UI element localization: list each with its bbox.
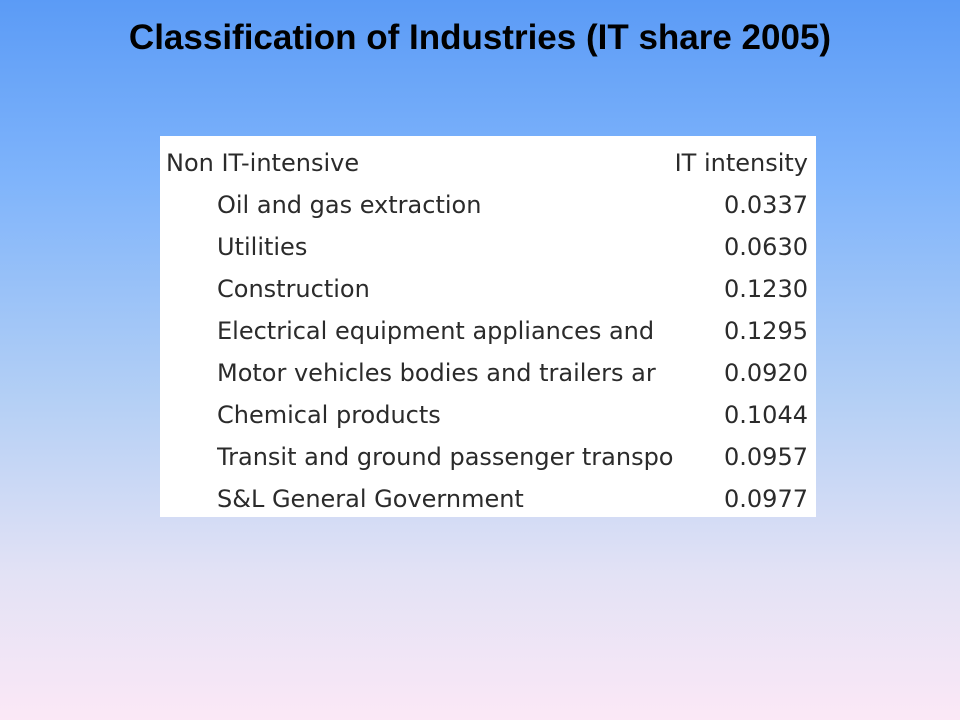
it-intensity-value: 0.0977 bbox=[724, 485, 808, 513]
table-row: Chemical products 0.1044 bbox=[160, 394, 816, 436]
it-intensity-value: 0.0337 bbox=[724, 191, 808, 219]
value-column-header: IT intensity bbox=[674, 149, 808, 177]
it-intensity-value: 0.1044 bbox=[724, 401, 808, 429]
it-intensity-table: Non IT-intensive IT intensity Oil and ga… bbox=[160, 136, 816, 517]
table-row: Motor vehicles bodies and trailers ar 0.… bbox=[160, 352, 816, 394]
industry-name: Chemical products bbox=[217, 401, 441, 429]
industry-name: Utilities bbox=[217, 233, 308, 261]
slide-title: Classification of Industries (IT share 2… bbox=[128, 18, 832, 57]
it-intensity-value: 0.1230 bbox=[724, 275, 808, 303]
it-intensity-value: 0.1295 bbox=[724, 317, 808, 345]
table-header-row: Non IT-intensive IT intensity bbox=[160, 142, 816, 184]
table-row: Construction 0.1230 bbox=[160, 268, 816, 310]
it-intensity-value: 0.0920 bbox=[724, 359, 808, 387]
industry-name: S&L General Government bbox=[217, 485, 524, 513]
industry-name: Construction bbox=[217, 275, 370, 303]
table-row: Electrical equipment appliances and 0.12… bbox=[160, 310, 816, 352]
table-row: Utilities 0.0630 bbox=[160, 226, 816, 268]
industry-name: Motor vehicles bodies and trailers ar bbox=[217, 359, 656, 387]
table-row: S&L General Government 0.0977 bbox=[160, 478, 816, 520]
it-intensity-value: 0.0957 bbox=[724, 443, 808, 471]
industry-name: Electrical equipment appliances and bbox=[217, 317, 655, 345]
group-label: Non IT-intensive bbox=[166, 149, 360, 177]
table-row: Oil and gas extraction 0.0337 bbox=[160, 184, 816, 226]
it-intensity-value: 0.0630 bbox=[724, 233, 808, 261]
industry-name: Oil and gas extraction bbox=[217, 191, 482, 219]
table-row: Transit and ground passenger transpo 0.0… bbox=[160, 436, 816, 478]
industry-name: Transit and ground passenger transpo bbox=[217, 443, 674, 471]
